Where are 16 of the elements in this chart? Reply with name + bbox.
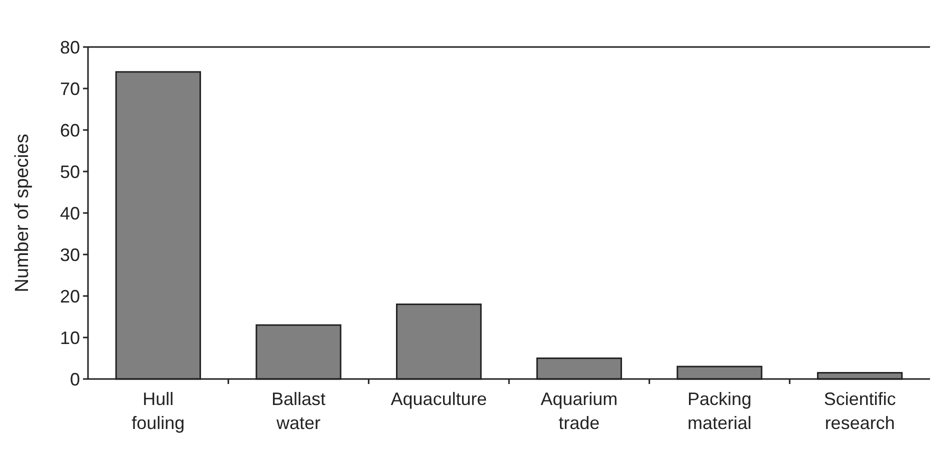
y-tick-label: 70 — [60, 78, 80, 99]
x-tick-label: Ballast water — [271, 389, 326, 433]
y-tick-label: 80 — [60, 37, 80, 58]
x-tick-label: Aquarium trade — [540, 389, 618, 433]
y-tick-label: 20 — [60, 286, 80, 306]
x-tick-label: Hull fouling — [132, 389, 185, 433]
x-tick-label: Aquaculture — [390, 389, 487, 409]
y-tick-label: 10 — [60, 328, 80, 348]
y-axis-title: Number of species — [12, 134, 33, 292]
x-tick-label: Packing material — [687, 389, 752, 433]
y-tick-label: 0 — [70, 369, 80, 390]
y-tick-label: 50 — [60, 162, 80, 182]
y-tick-label: 30 — [60, 244, 80, 265]
x-tick-label: Scientific research — [824, 389, 896, 433]
y-tick-label: 60 — [60, 120, 80, 140]
y-tick-label: 40 — [60, 203, 80, 224]
